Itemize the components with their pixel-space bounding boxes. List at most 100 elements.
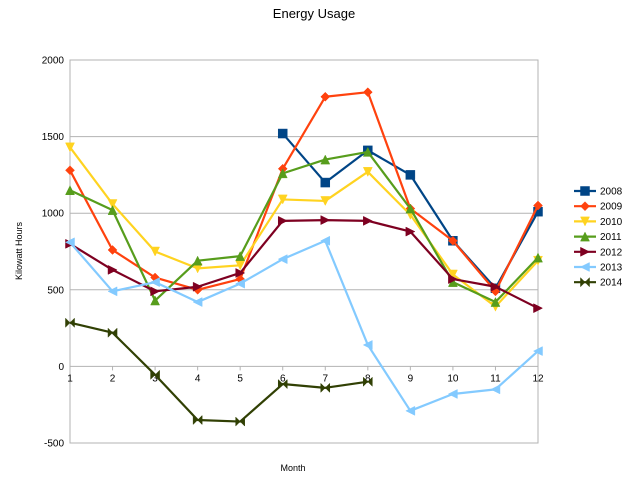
data-point	[107, 327, 118, 338]
data-point	[235, 278, 245, 289]
data-point	[533, 200, 543, 211]
data-point	[320, 154, 331, 165]
x-tick-label: 10	[447, 373, 459, 384]
data-point	[150, 295, 160, 306]
series-line	[69, 150, 539, 304]
data-point	[107, 205, 118, 215]
data-point	[320, 196, 331, 207]
series-line	[69, 91, 539, 293]
data-point	[192, 414, 203, 426]
x-tick-label: 5	[237, 373, 243, 384]
legend-item: 2014	[574, 277, 623, 289]
data-point	[580, 186, 590, 196]
chart-title: Energy Usage	[273, 6, 355, 21]
data-point	[65, 142, 75, 153]
data-point	[277, 254, 288, 265]
legend-item: 2010	[574, 216, 623, 228]
data-point	[363, 215, 373, 226]
data-point	[65, 317, 75, 328]
data-point	[320, 177, 331, 188]
x-tick-label: 4	[195, 373, 201, 384]
legend-item: 2008	[574, 186, 623, 198]
data-point	[65, 185, 75, 195]
data-point	[579, 262, 590, 272]
data-point	[405, 226, 416, 237]
data-point	[192, 255, 203, 266]
x-tick-label: 8	[365, 373, 371, 384]
data-point	[580, 246, 591, 257]
x-tick-label: 3	[152, 373, 158, 384]
legend-item: 2009	[574, 201, 623, 213]
data-point	[64, 237, 75, 248]
data-point	[192, 297, 203, 307]
legend-label: 2010	[600, 217, 623, 228]
x-tick-label: 11	[490, 373, 501, 384]
y-tick-label: 1500	[42, 132, 65, 143]
data-point	[107, 245, 118, 255]
legend: 2008 2009 2010 2011 2012 2013 2014	[574, 186, 623, 289]
data-point	[405, 405, 416, 416]
x-tick-label: 12	[532, 373, 544, 384]
data-point	[192, 281, 203, 292]
data-point	[320, 215, 331, 225]
series-2013	[64, 235, 543, 416]
series-line	[69, 239, 539, 412]
data-point	[277, 215, 288, 226]
data-point	[448, 235, 458, 246]
data-point	[363, 376, 373, 387]
data-point	[150, 286, 161, 297]
x-tick-label: 9	[408, 373, 414, 384]
data-point	[277, 194, 288, 205]
data-point	[580, 231, 590, 242]
x-tick-label: 6	[280, 373, 286, 384]
data-point	[580, 216, 590, 227]
data-point	[580, 201, 590, 212]
data-point	[447, 389, 458, 399]
series-2011	[65, 146, 543, 307]
legend-label: 2008	[600, 187, 623, 198]
data-point	[320, 235, 331, 246]
data-point	[107, 286, 118, 297]
legend-item: 2013	[574, 262, 623, 274]
legend-label: 2011	[600, 232, 622, 243]
legend-item: 2011	[574, 231, 622, 243]
legend-label: 2014	[600, 278, 623, 289]
data-point	[150, 277, 160, 288]
data-point	[533, 252, 543, 263]
data-point	[235, 251, 246, 261]
legend-label: 2013	[600, 263, 623, 274]
y-tick-label: 1000	[42, 209, 65, 220]
data-point	[490, 281, 501, 292]
series-line	[69, 321, 368, 423]
y-tick-label: 0	[58, 362, 64, 373]
series-2009	[65, 87, 543, 297]
y-tick-label: -500	[44, 439, 64, 450]
data-point	[65, 165, 75, 176]
data-point	[362, 87, 373, 98]
data-point	[448, 274, 458, 284]
y-axis-label: Kilowatt Hours	[14, 221, 24, 280]
x-tick-label: 1	[67, 373, 73, 384]
data-point	[490, 296, 501, 307]
data-point	[362, 146, 373, 157]
data-point	[320, 382, 331, 393]
legend-label: 2009	[600, 202, 623, 213]
data-point	[362, 340, 373, 350]
y-tick-label: 2000	[42, 56, 65, 67]
data-point	[580, 277, 590, 288]
data-point	[362, 167, 373, 177]
data-point	[107, 264, 118, 275]
series-lines	[64, 87, 544, 427]
data-point	[320, 91, 331, 102]
x-axis-label: Month	[280, 463, 305, 473]
data-point	[405, 203, 416, 214]
data-point	[532, 346, 543, 356]
series-line	[69, 218, 539, 310]
series-2014	[65, 317, 373, 427]
data-point	[277, 128, 288, 139]
data-point	[150, 246, 160, 257]
data-point	[277, 168, 288, 179]
data-point	[235, 416, 245, 427]
